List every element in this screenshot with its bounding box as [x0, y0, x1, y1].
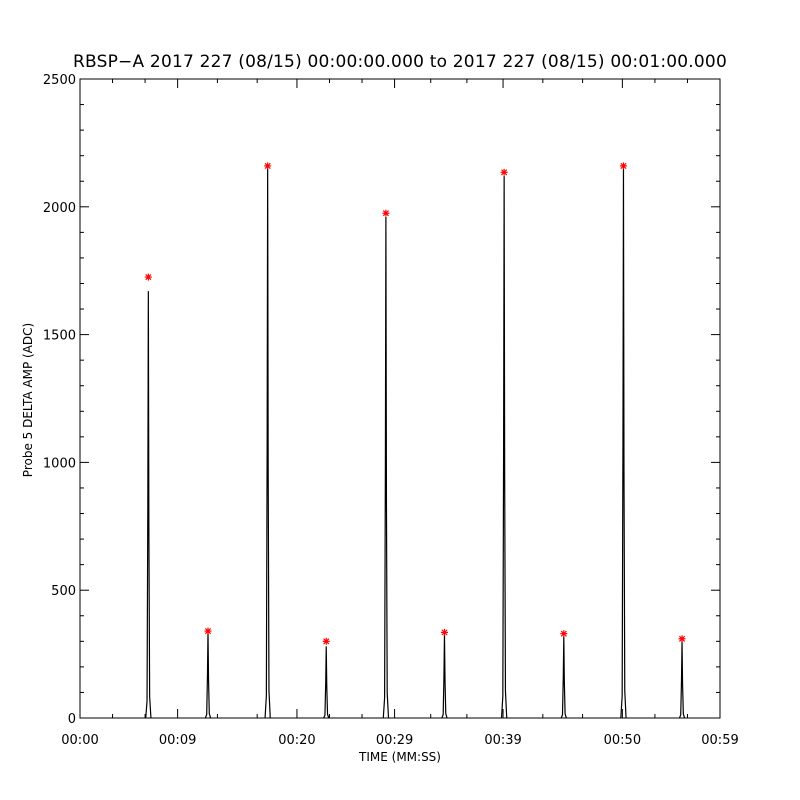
x-tick-label: 00:50: [604, 733, 641, 748]
peak-marker: [264, 162, 272, 170]
series-spike: [620, 168, 627, 719]
x-axis-label: TIME (MM:SS): [359, 750, 441, 764]
series-spike: [560, 636, 567, 719]
peak-marker: [204, 627, 212, 635]
peak-marker: [382, 209, 390, 217]
peak-marker: [322, 637, 330, 645]
peak-marker: [678, 635, 686, 643]
series-spike: [441, 633, 448, 719]
y-tick-label: 0: [68, 712, 76, 727]
peak-marker-stroke: [441, 629, 448, 636]
peak-markers: [144, 162, 686, 645]
x-tick-label: 00:59: [701, 733, 738, 748]
peak-marker-stroke: [264, 162, 271, 169]
x-tick-label: 00:29: [376, 733, 413, 748]
peak-marker-stroke: [204, 628, 212, 635]
peak-marker: [619, 162, 627, 170]
series-spike: [678, 641, 686, 719]
peak-marker-stroke: [145, 274, 152, 281]
series-lines: [145, 168, 686, 719]
peak-marker-stroke: [620, 162, 627, 169]
series-spike: [382, 217, 390, 719]
axes: 0 500 1000 1500 2000 2500 00:00 00:09 00:20 00:29…: [43, 73, 739, 748]
series-spike: [500, 176, 508, 719]
x-tick-label: 00:20: [278, 733, 315, 748]
x-tick-label: 00:39: [484, 733, 521, 748]
peak-marker-stroke: [382, 210, 389, 217]
peak-marker: [500, 168, 508, 176]
y-tick-label: 2500: [43, 73, 76, 88]
peak-marker: [144, 273, 152, 281]
chart-title: RBSP−A 2017 227 (08/15) 00:00:00.000 to …: [73, 52, 727, 72]
peak-marker-stroke: [678, 635, 686, 642]
y-tick-label: 1000: [43, 456, 76, 471]
peak-marker: [560, 630, 568, 638]
plot-frame: [79, 78, 721, 719]
series-spike: [323, 646, 330, 719]
peak-marker-stroke: [501, 169, 508, 176]
series-spike: [145, 291, 152, 719]
x-tick-label: 00:00: [61, 733, 98, 748]
y-tick-label: 500: [51, 584, 76, 599]
peak-marker-stroke: [560, 630, 567, 637]
peak-marker-stroke: [323, 638, 330, 645]
x-tick-label: 00:09: [159, 733, 196, 748]
series-spike: [204, 631, 212, 719]
y-tick-label: 2000: [43, 201, 76, 216]
y-tick-label: 1500: [43, 329, 76, 344]
peak-marker: [440, 628, 448, 636]
series-spike: [264, 168, 271, 719]
